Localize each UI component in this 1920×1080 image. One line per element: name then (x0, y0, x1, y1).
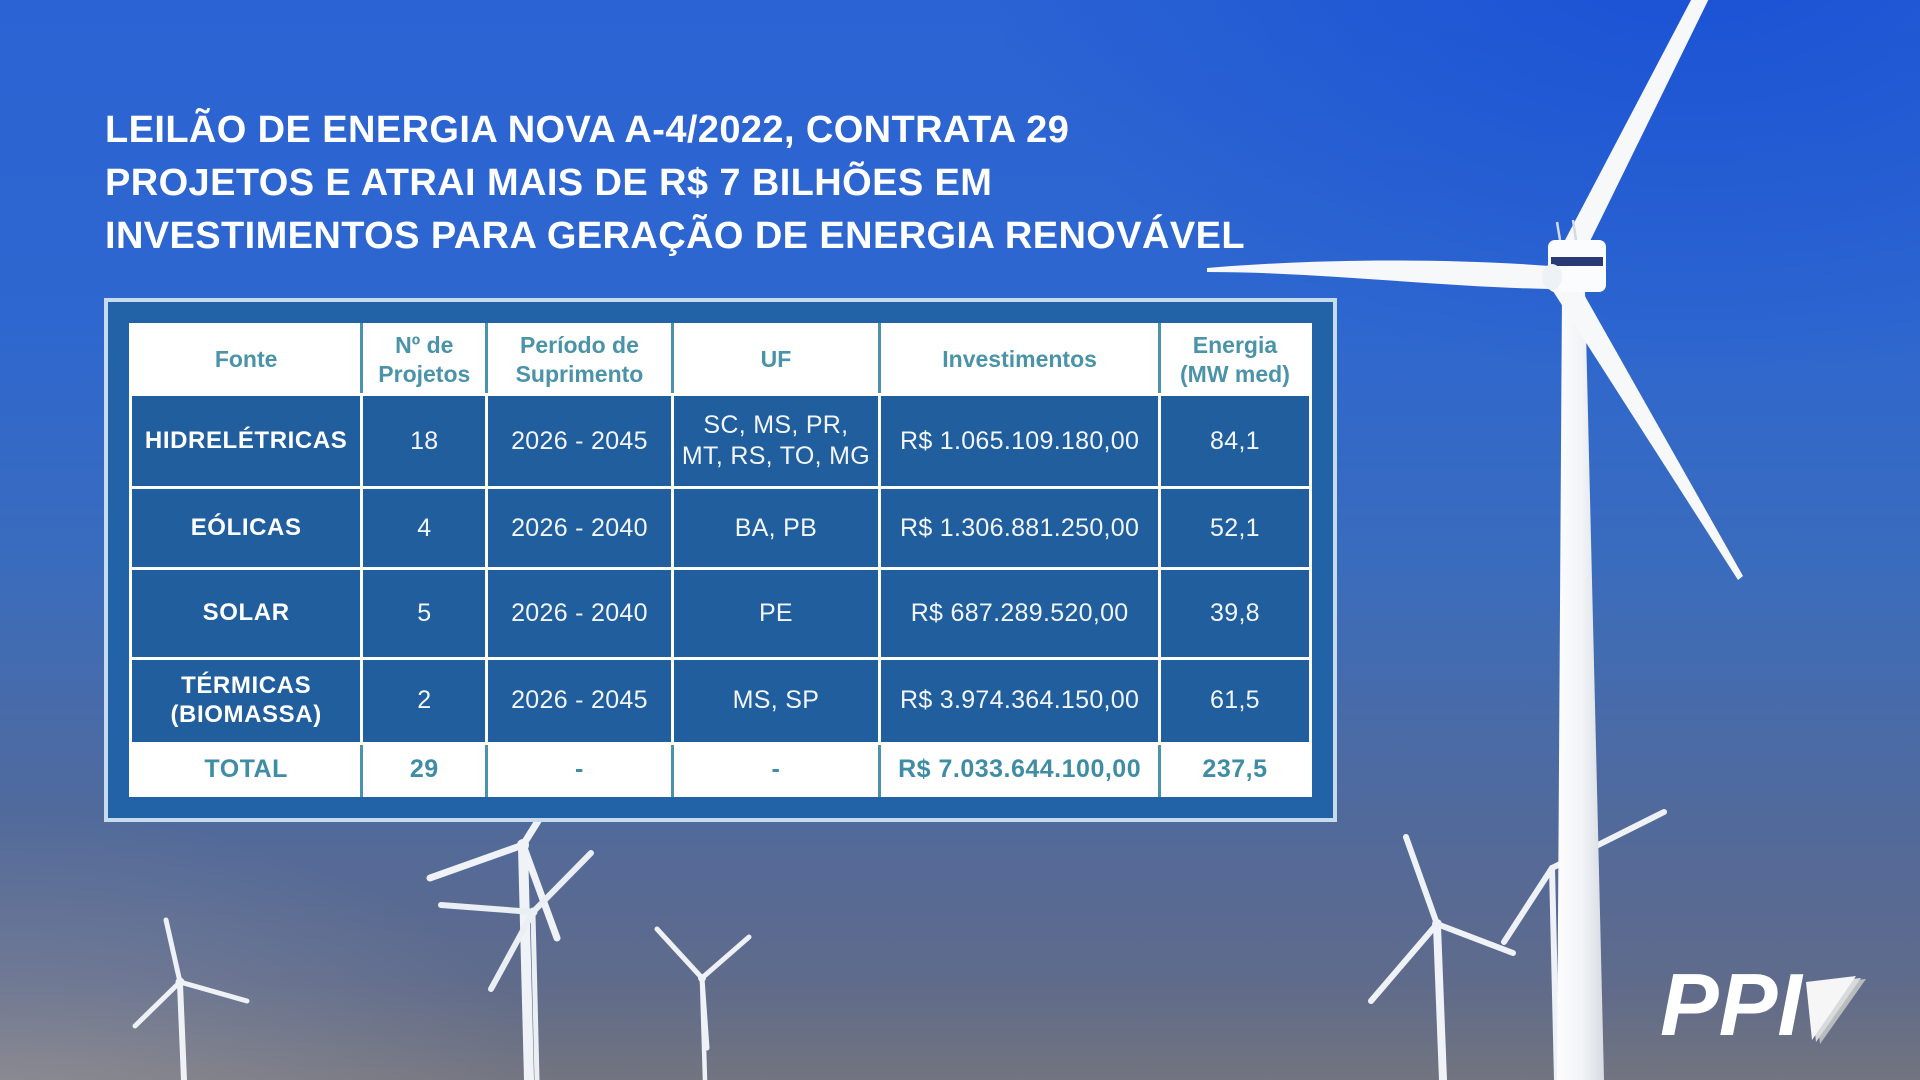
title-line-1: LEILÃO DE ENERGIA NOVA A-4/2022, CONTRAT… (105, 109, 1070, 151)
wind-turbine-small-5 (1368, 834, 1516, 1080)
cell-fonte: EÓLICAS (128, 486, 364, 571)
total-label: TOTAL (130, 742, 362, 796)
cell-projetos: 18 (360, 392, 489, 490)
turbine-nacelle-stripe (1551, 257, 1603, 266)
turbine-blade-down (1551, 275, 1743, 580)
header-uf: UF (670, 324, 880, 396)
cell-periodo: 2026 - 2040 (485, 567, 674, 660)
turbine-tower (1557, 290, 1604, 1080)
total-projetos: 29 (360, 742, 487, 796)
auction-results-table: Fonte Nº de Projetos Período de Suprimen… (128, 323, 1313, 797)
turbine-antenna (1555, 219, 1578, 241)
cell-uf: PE (670, 567, 882, 660)
cell-investimentos: R$ 1.306.881.250,00 (878, 486, 1161, 571)
wind-turbine-small-1 (132, 917, 250, 1080)
table-row-eolicas: EÓLICAS 4 2026 - 2040 BA, PB R$ 1.306.88… (128, 486, 1313, 571)
wind-turbine-small-4 (654, 926, 752, 1080)
wind-turbine-small-3 (438, 850, 594, 1080)
cell-uf: BA, PB (670, 486, 882, 571)
cell-energia: 52,1 (1157, 486, 1313, 571)
cell-projetos: 4 (360, 486, 489, 571)
cell-fonte: HIDRELÉTRICAS (128, 392, 364, 490)
cell-periodo: 2026 - 2040 (485, 486, 674, 571)
cell-fonte: TÉRMICAS (BIOMASSA) (128, 656, 364, 746)
cell-projetos: 5 (360, 567, 489, 660)
auction-results-table-frame: Fonte Nº de Projetos Período de Suprimen… (104, 298, 1337, 822)
cell-uf: MS, SP (670, 656, 882, 746)
turbine-hub (1542, 264, 1562, 290)
table-row-solar: SOLAR 5 2026 - 2040 PE R$ 687.289.520,00… (128, 567, 1313, 660)
header-energia: Energia (MW med) (1157, 324, 1311, 396)
cell-periodo: 2026 - 2045 (485, 656, 674, 746)
table-row-hidreletricas: HIDRELÉTRICAS 18 2026 - 2045 SC, MS, PR,… (128, 392, 1313, 490)
ppi-logo: PPI (1660, 955, 1870, 1054)
total-periodo: - (485, 742, 673, 796)
ppi-logo-text: PPI (1660, 955, 1802, 1054)
cell-fonte: SOLAR (128, 567, 364, 660)
total-investimentos: R$ 7.033.644.100,00 (878, 742, 1160, 796)
cell-investimentos: R$ 1.065.109.180,00 (878, 392, 1161, 490)
turbine-blade-up (1553, 0, 1709, 284)
cell-energia: 39,8 (1157, 567, 1313, 660)
table-total-row: TOTAL 29 - - R$ 7.033.644.100,00 237,5 (130, 742, 1311, 796)
cell-projetos: 2 (360, 656, 489, 746)
title-line-2: PROJETOS E ATRAI MAIS DE R$ 7 BILHÕES EM (105, 162, 993, 204)
wind-turbine-large (1207, 0, 1743, 1080)
table-header-row: Fonte Nº de Projetos Período de Suprimen… (130, 324, 1311, 396)
total-energia: 237,5 (1157, 742, 1311, 796)
cell-investimentos: R$ 3.974.364.150,00 (878, 656, 1161, 746)
ppi-logo-flag-icon (1805, 976, 1866, 1044)
cell-energia: 84,1 (1157, 392, 1313, 490)
header-investimentos: Investimentos (878, 324, 1160, 396)
turbine-blade-left (1207, 260, 1550, 289)
table-row-termicas: TÉRMICAS (BIOMASSA) 2 2026 - 2045 MS, SP… (128, 656, 1313, 746)
cell-periodo: 2026 - 2045 (485, 392, 674, 490)
cell-investimentos: R$ 687.289.520,00 (878, 567, 1161, 660)
title-line-3: INVESTIMENTOS PARA GERAÇÃO DE ENERGIA RE… (105, 215, 1245, 257)
page-title: LEILÃO DE ENERGIA NOVA A-4/2022, CONTRAT… (105, 104, 1245, 263)
cell-uf: SC, MS, PR, MT, RS, TO, MG (670, 392, 882, 490)
total-uf: - (670, 742, 880, 796)
cell-energia: 61,5 (1157, 656, 1313, 746)
header-fonte: Fonte (130, 324, 362, 396)
header-num-projetos: Nº de Projetos (360, 324, 487, 396)
header-periodo-suprimento: Período de Suprimento (485, 324, 673, 396)
